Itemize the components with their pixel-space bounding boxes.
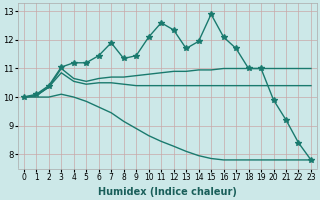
X-axis label: Humidex (Indice chaleur): Humidex (Indice chaleur)	[98, 187, 237, 197]
